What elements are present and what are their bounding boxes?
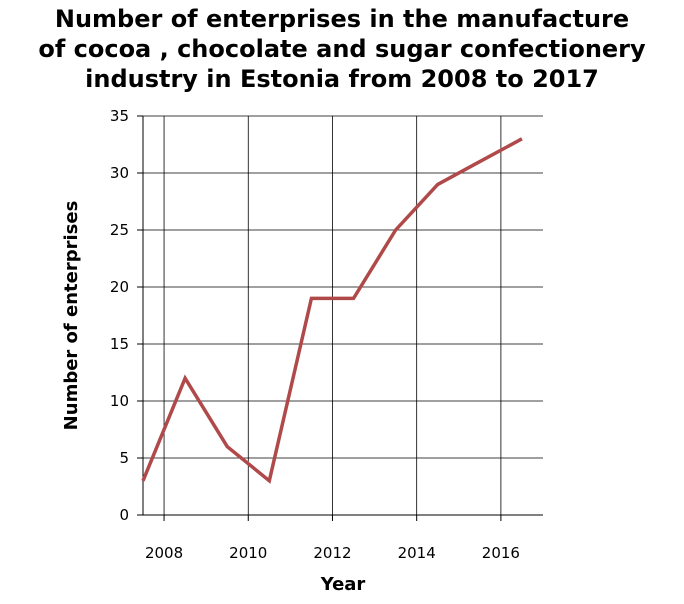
chart-title: Number of enterprises in the manufacture… [0, 4, 684, 94]
x-tick-label: 2008 [145, 544, 183, 562]
chart-title-line-1: Number of enterprises in the manufacture [54, 5, 630, 33]
y-tick-label: 20 [110, 278, 129, 296]
x-tick-label: 2016 [482, 544, 520, 562]
x-tick-label: 2010 [229, 544, 267, 562]
y-axis-label: Number of enterprises [61, 201, 82, 431]
chart-title-line-2: of cocoa , chocolate and sugar confectio… [38, 35, 646, 63]
y-tick-label: 10 [110, 392, 129, 410]
y-tick-label: 25 [110, 221, 129, 239]
chart-title-line-3: industry in Estonia from 2008 to 2017 [85, 65, 599, 93]
axes: 0 5 10 15 20 25 30 35 2008 2010 2012 2014 2016 [110, 107, 543, 562]
series-line [141, 137, 523, 484]
y-tick-label: 5 [119, 449, 129, 467]
y-tick-label: 35 [110, 107, 129, 125]
grid [143, 115, 543, 516]
y-tick-label: 30 [110, 164, 129, 182]
x-tick-label: 2014 [398, 544, 436, 562]
y-tick-label: 15 [110, 335, 129, 353]
y-tick-label: 0 [119, 506, 129, 524]
x-axis-label: Year [320, 574, 366, 595]
series-layer [141, 137, 523, 484]
x-tick-label: 2012 [313, 544, 351, 562]
